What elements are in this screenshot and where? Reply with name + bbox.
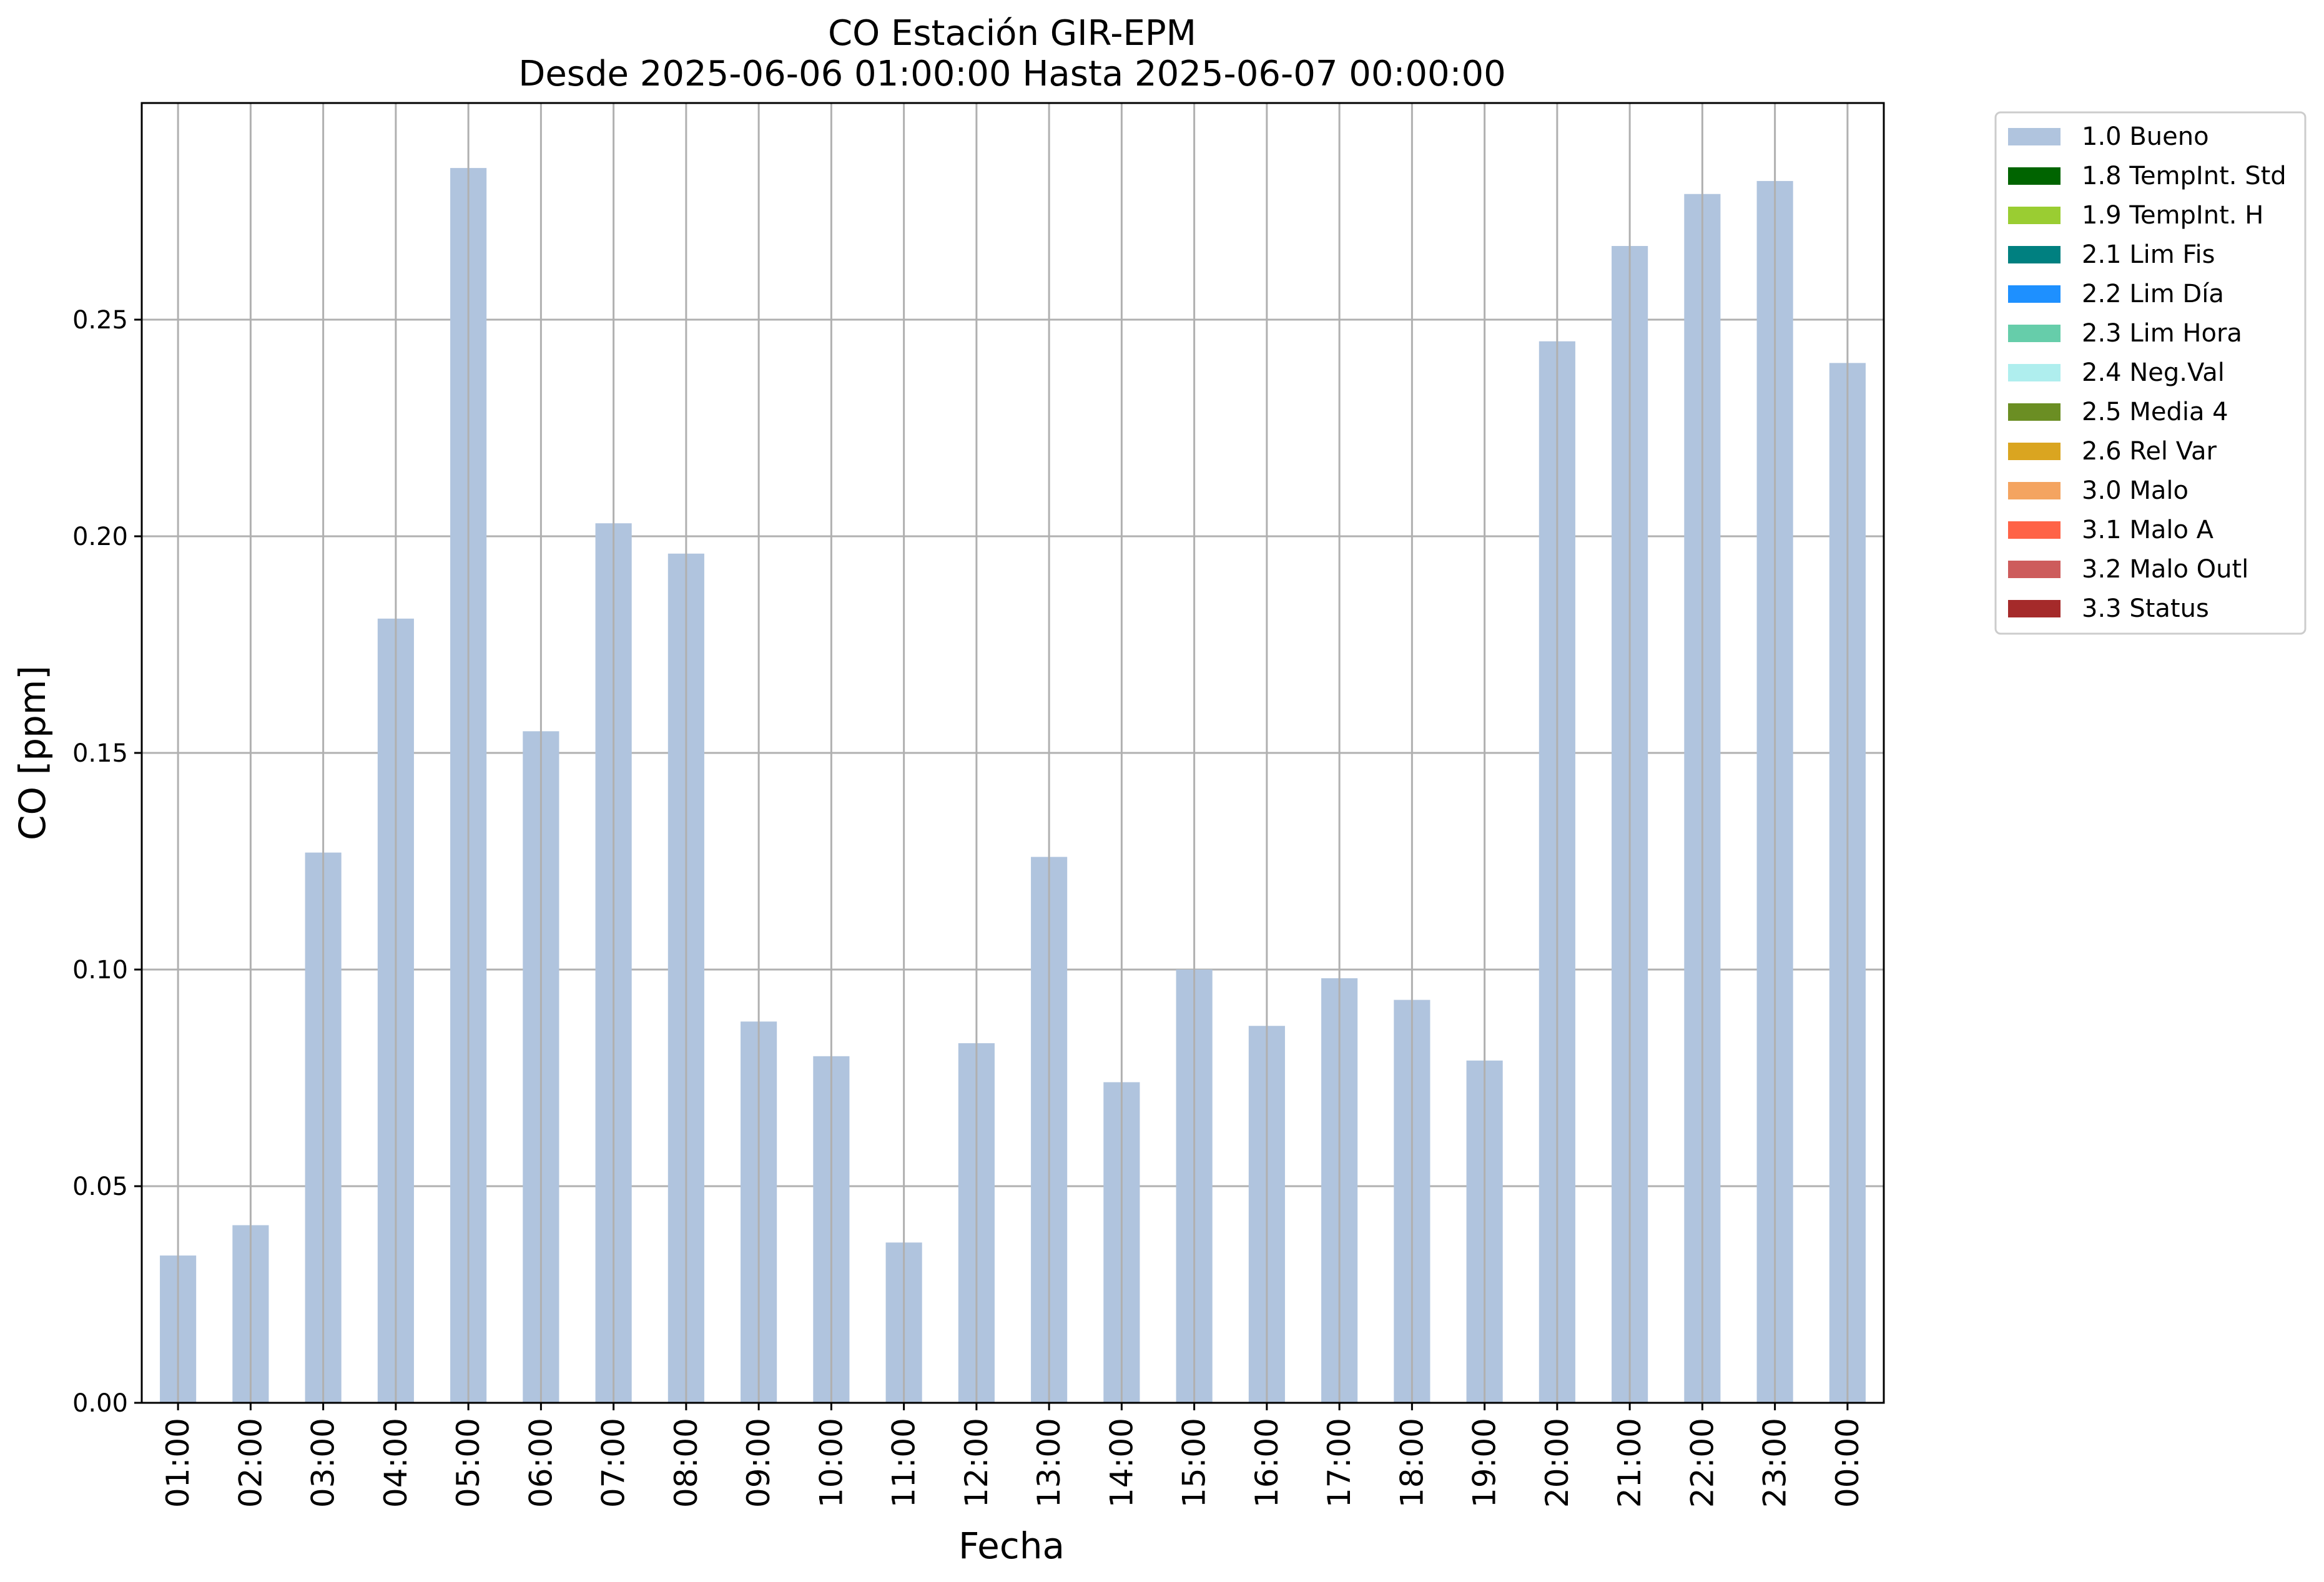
chart-title: CO Estación GIR-EPM [828, 13, 1196, 54]
legend-swatch [2008, 482, 2061, 499]
legend-swatch [2008, 325, 2061, 342]
x-tick-label: 21:00 [1612, 1418, 1648, 1508]
legend-label: 3.1 Malo A [2082, 516, 2214, 544]
legend-swatch [2008, 207, 2061, 224]
legend-label: 2.3 Lim Hora [2082, 319, 2242, 348]
x-tick-label: 09:00 [741, 1418, 777, 1508]
x-tick-label: 06:00 [523, 1418, 559, 1508]
x-tick-label: 15:00 [1176, 1418, 1213, 1508]
x-tick-label: 07:00 [596, 1418, 632, 1508]
legend-label: 2.5 Media 4 [2082, 398, 2228, 426]
legend-label: 3.0 Malo [2082, 476, 2189, 505]
x-tick-label: 23:00 [1757, 1418, 1793, 1508]
x-tick-label: 02:00 [232, 1418, 268, 1508]
x-tick-label: 04:00 [378, 1418, 414, 1508]
x-tick-label: 22:00 [1684, 1418, 1720, 1508]
x-tick-label: 05:00 [450, 1418, 486, 1508]
y-tick-label: 0.20 [72, 523, 128, 551]
x-tick-label: 08:00 [668, 1418, 704, 1508]
y-tick-label: 0.25 [72, 306, 128, 335]
x-tick-label: 18:00 [1394, 1418, 1430, 1508]
x-tick-label: 10:00 [813, 1418, 849, 1508]
legend-label: 2.4 Neg.Val [2082, 358, 2225, 387]
legend-swatch [2008, 364, 2061, 381]
legend-swatch [2008, 403, 2061, 421]
x-tick-label: 11:00 [886, 1418, 922, 1508]
legend: 1.0 Bueno 1.8 TempInt. Std 1.9 TempInt. H 2… [1994, 111, 2307, 635]
x-tick-label: 19:00 [1467, 1418, 1503, 1508]
legend-swatch [2008, 128, 2061, 145]
legend-swatch [2008, 443, 2061, 460]
legend-box [1994, 111, 2307, 635]
x-tick-label: 20:00 [1539, 1418, 1575, 1508]
x-tick-label: 01:00 [160, 1418, 196, 1508]
y-tick-label: 0.15 [72, 739, 128, 768]
x-tick-label: 14:00 [1103, 1418, 1140, 1508]
legend-label: 1.8 TempInt. Std [2082, 162, 2287, 190]
legend-label: 3.3 Status [2082, 594, 2209, 623]
legend-label: 1.0 Bueno [2082, 122, 2209, 151]
chart-subtitle: Desde 2025-06-06 01:00:00 Hasta 2025-06-… [518, 54, 1506, 94]
y-tick-label: 0.00 [72, 1389, 128, 1418]
legend-swatch [2008, 246, 2061, 263]
x-axis: 01:00 02:00 03:00 04:00 05:00 06:00 07:00 08:00… [160, 1403, 1866, 1508]
x-tick-label: 17:00 [1321, 1418, 1357, 1508]
legend-label: 2.2 Lim Día [2082, 280, 2224, 308]
legend-label: 2.1 Lim Fis [2082, 240, 2215, 269]
overlay-grid-lines [177, 103, 1849, 1403]
x-axis-label: Fecha [958, 1525, 1065, 1567]
x-tick-label: 13:00 [1031, 1418, 1067, 1508]
x-tick-label: 03:00 [305, 1418, 342, 1508]
y-tick-label: 0.05 [72, 1172, 128, 1201]
x-tick-label: 12:00 [958, 1418, 995, 1508]
legend-swatch [2008, 285, 2061, 303]
x-tick-label: 16:00 [1249, 1418, 1285, 1508]
x-tick-label: 00:00 [1829, 1418, 1866, 1508]
legend-label: 1.9 TempInt. H [2082, 201, 2263, 230]
y-axis: 0.00 0.05 0.10 0.15 0.20 0.25 [72, 306, 142, 1418]
y-axis-label: CO [ppm] [11, 666, 54, 840]
legend-swatch [2008, 600, 2061, 617]
legend-swatch [2008, 561, 2061, 578]
y-tick-label: 0.10 [72, 956, 128, 985]
legend-label: 2.6 Rel Var [2082, 437, 2217, 466]
legend-swatch [2008, 167, 2061, 185]
legend-swatch [2008, 521, 2061, 539]
legend-label: 3.2 Malo Outl [2082, 555, 2248, 584]
